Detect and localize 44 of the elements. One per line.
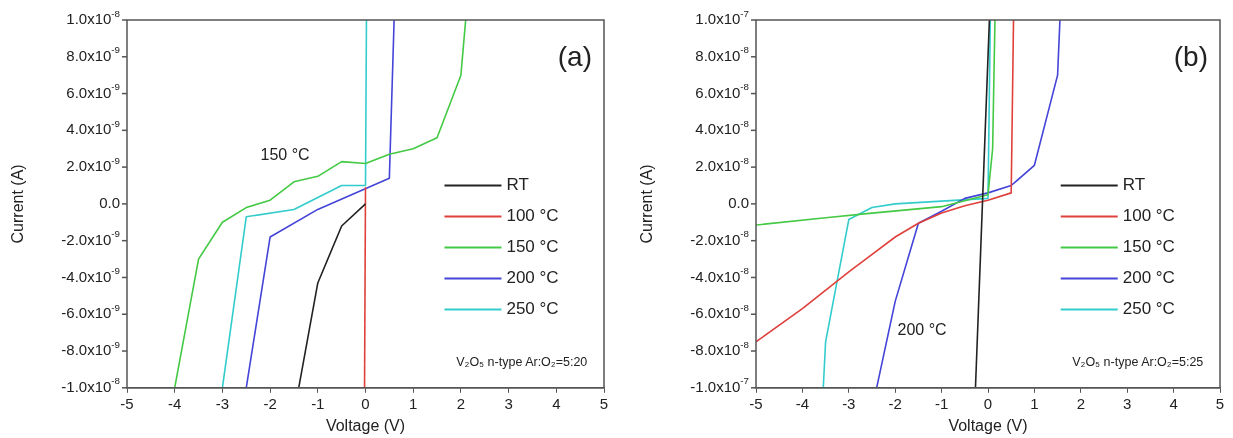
annotation: 150 °C xyxy=(260,146,310,164)
x-tick-label: 4 xyxy=(552,394,561,412)
x-tick-label: 1 xyxy=(1030,394,1039,412)
x-tick-label: -1 xyxy=(311,394,325,412)
x-tick-label: 3 xyxy=(504,394,513,412)
x-tick-label: -4 xyxy=(168,394,182,412)
x-tick-label: 4 xyxy=(1169,394,1178,412)
legend-label: 150 °C xyxy=(506,237,559,257)
x-tick-label: 2 xyxy=(456,394,466,412)
x-axis-title: Voltage (V) xyxy=(325,416,406,434)
y-tick-label: 0.0 xyxy=(99,194,121,212)
y-tick-label: 0.0 xyxy=(728,194,750,212)
x-tick-label: -5 xyxy=(120,394,134,412)
x-tick-label: 0 xyxy=(361,394,370,412)
x-axis-title: Voltage (V) xyxy=(948,416,1028,434)
x-tick-label: -4 xyxy=(795,394,810,412)
x-tick-label: -3 xyxy=(842,394,856,412)
y-axis-title: Current (A) xyxy=(638,164,656,244)
annotation: V₂O₅ n-type Ar:O₂=5:25 xyxy=(1072,355,1204,370)
legend-label: 100 °C xyxy=(506,206,559,226)
x-tick-label: 0 xyxy=(983,394,993,412)
legend-label: 100 °C xyxy=(1122,206,1175,226)
legend-label: 250 °C xyxy=(506,299,559,319)
x-tick-label: -2 xyxy=(263,394,277,412)
annotation: 200 °C xyxy=(897,321,947,339)
x-tick-label: -5 xyxy=(749,394,763,412)
annotation: (a) xyxy=(557,40,593,72)
x-tick-label: 3 xyxy=(1123,394,1132,412)
x-tick-label: -3 xyxy=(215,394,230,412)
annotation: V₂O₅ n-type Ar:O₂=5:20 xyxy=(456,355,588,370)
annotation: (b) xyxy=(1173,40,1209,72)
legend-label: 200 °C xyxy=(1122,268,1175,288)
legend-label: RT xyxy=(506,175,529,195)
x-tick-label: 5 xyxy=(599,394,609,412)
x-tick-label: 5 xyxy=(1215,394,1225,412)
x-tick-label: 2 xyxy=(1076,394,1085,412)
legend-label: 200 °C xyxy=(506,268,559,288)
legend-label: 150 °C xyxy=(1122,237,1175,257)
x-tick-label: -1 xyxy=(934,394,949,412)
legend-label: RT xyxy=(1122,175,1146,195)
x-tick-label: 1 xyxy=(409,394,418,412)
legend-label: 250 °C xyxy=(1122,299,1175,319)
x-tick-label: -2 xyxy=(888,394,902,412)
y-axis-title: Current (A) xyxy=(9,164,27,244)
